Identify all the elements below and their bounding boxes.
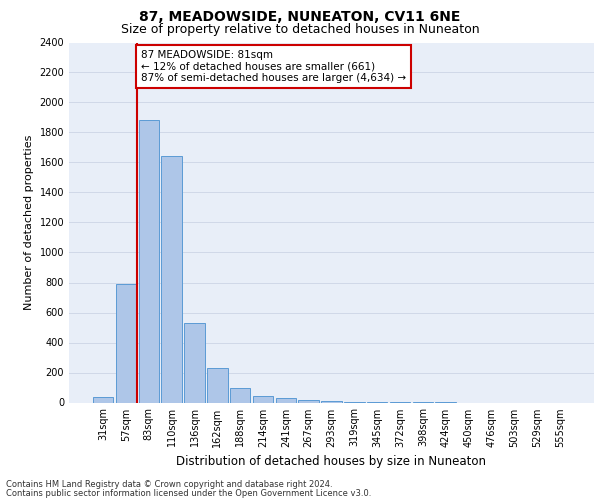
Y-axis label: Number of detached properties: Number of detached properties <box>24 135 34 310</box>
Text: 87, MEADOWSIDE, NUNEATON, CV11 6NE: 87, MEADOWSIDE, NUNEATON, CV11 6NE <box>139 10 461 24</box>
Bar <box>230 388 250 402</box>
Bar <box>184 323 205 402</box>
Bar <box>93 396 113 402</box>
X-axis label: Distribution of detached houses by size in Nuneaton: Distribution of detached houses by size … <box>176 455 487 468</box>
Bar <box>116 284 136 403</box>
Bar <box>253 396 273 402</box>
Bar <box>207 368 227 402</box>
Text: 87 MEADOWSIDE: 81sqm
← 12% of detached houses are smaller (661)
87% of semi-deta: 87 MEADOWSIDE: 81sqm ← 12% of detached h… <box>141 50 406 83</box>
Text: Contains public sector information licensed under the Open Government Licence v3: Contains public sector information licen… <box>6 488 371 498</box>
Bar <box>321 401 342 402</box>
Bar <box>161 156 182 402</box>
Bar <box>275 398 296 402</box>
Text: Size of property relative to detached houses in Nuneaton: Size of property relative to detached ho… <box>121 22 479 36</box>
Text: Contains HM Land Registry data © Crown copyright and database right 2024.: Contains HM Land Registry data © Crown c… <box>6 480 332 489</box>
Bar <box>298 400 319 402</box>
Bar <box>139 120 159 402</box>
